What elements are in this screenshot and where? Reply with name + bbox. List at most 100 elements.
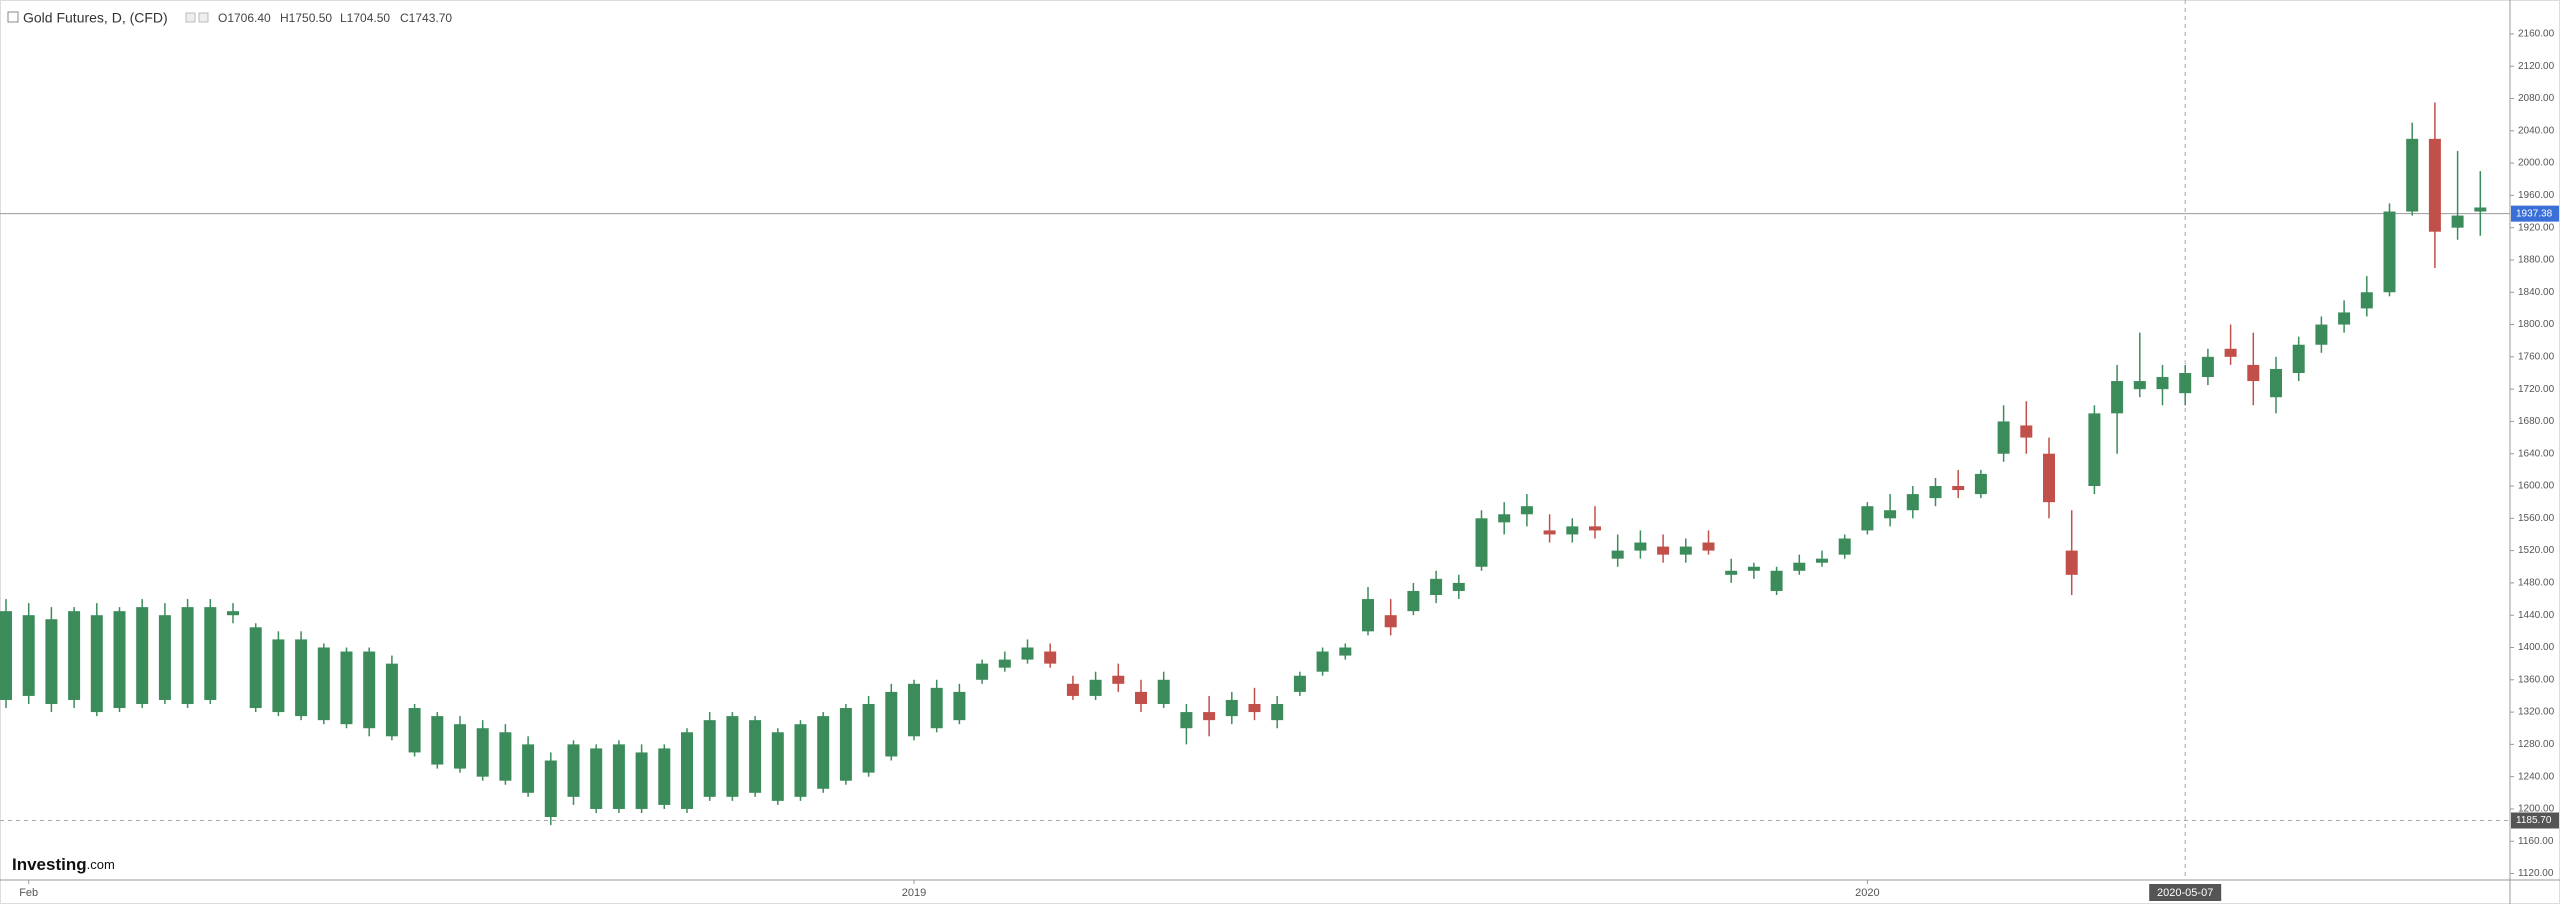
candle-body	[1906, 494, 1919, 511]
y-tick-label: 1640.00	[2518, 448, 2555, 459]
y-tick-label: 1360.00	[2518, 674, 2555, 685]
y-tick-label: 1240.00	[2518, 771, 2555, 782]
candle-body	[1589, 526, 1601, 531]
candle-body	[908, 683, 920, 737]
y-tick-label: 1920.00	[2518, 222, 2555, 233]
ohlc-high: H1750.50	[280, 11, 332, 25]
candle-body	[1157, 679, 1170, 704]
candle-body	[771, 732, 784, 801]
candle-body	[2383, 211, 2396, 293]
crosshair-x-box	[2149, 884, 2222, 901]
candle-body	[204, 607, 217, 700]
candle-body	[1430, 578, 1443, 596]
settings-icon[interactable]	[185, 12, 196, 23]
y-tick-label: 1720.00	[2518, 384, 2555, 395]
candle-body	[1407, 590, 1420, 612]
candle-body	[158, 615, 171, 700]
candle-body	[2020, 425, 2033, 438]
y-tick-label: 1840.00	[2518, 287, 2555, 298]
close-icon[interactable]	[198, 12, 209, 23]
ohlc-open: O1706.40	[218, 11, 271, 25]
candle-body	[1452, 582, 1465, 591]
y-tick-label: 2080.00	[2518, 93, 2555, 104]
x-tick-label: 2020	[1855, 887, 1879, 899]
candle-body	[544, 760, 557, 818]
candle-body	[1679, 546, 1692, 555]
candle-body	[454, 724, 466, 769]
candle-body	[2360, 292, 2373, 309]
candle-body	[2201, 356, 2214, 378]
candle-body	[2065, 550, 2078, 575]
candle-body	[2247, 364, 2260, 382]
candle-body	[1747, 566, 1760, 571]
candle-body	[136, 607, 149, 704]
candle-body	[1770, 570, 1783, 591]
candle-body	[976, 663, 989, 680]
candle-body	[839, 708, 852, 781]
candle-body	[295, 639, 308, 717]
candle-body	[1384, 615, 1397, 628]
crosshair-y-box	[2511, 812, 2559, 829]
y-tick-label: 2000.00	[2518, 158, 2555, 169]
candle-body	[45, 619, 58, 704]
candle-body	[612, 744, 625, 809]
y-tick-label: 1160.00	[2518, 836, 2554, 847]
candle-body	[90, 615, 103, 713]
candle-body	[1952, 486, 1965, 491]
y-tick-label: 2160.00	[2518, 29, 2555, 40]
logo-brand: Investing	[12, 855, 87, 874]
candle-body	[1816, 558, 1828, 563]
candle-body	[1634, 542, 1647, 551]
candle-body	[1089, 679, 1102, 696]
candle-body	[1225, 699, 1238, 717]
candle-body	[2338, 312, 2351, 325]
y-tick-label: 1880.00	[2518, 255, 2555, 266]
candle-body	[658, 748, 671, 805]
candle-body	[1611, 550, 1624, 559]
candle-body	[1066, 683, 1079, 696]
candle-body	[522, 744, 535, 793]
candle-body	[590, 748, 603, 809]
y-tick-label: 1200.00	[2518, 804, 2555, 815]
y-tick-label: 1600.00	[2518, 481, 2555, 492]
candle-body	[1657, 546, 1670, 555]
candle-body	[998, 659, 1011, 668]
candle-body	[113, 611, 126, 709]
x-tick-label: 2019	[902, 887, 926, 899]
y-tick-label: 1560.00	[2518, 513, 2555, 524]
crosshair-x-label: 2020-05-07	[2157, 887, 2213, 899]
candle-body	[1498, 514, 1511, 523]
candle-body	[2156, 377, 2169, 390]
candle-body	[2292, 344, 2305, 373]
candle-body	[317, 647, 330, 721]
ohlc-close: C1743.70	[400, 11, 452, 25]
candle-body	[681, 732, 693, 809]
candle-body	[340, 651, 353, 725]
y-tick-label: 1280.00	[2518, 739, 2555, 750]
chart-title: Gold Futures, D, (CFD)	[23, 10, 168, 26]
crosshair-y-label: 1185.70	[2516, 815, 2552, 826]
candle-body	[635, 752, 648, 809]
candle-body	[2315, 324, 2328, 345]
candle-body	[749, 720, 762, 793]
y-tick-label: 1960.00	[2518, 190, 2555, 201]
last-price-label: 1937.38	[2516, 208, 2553, 219]
candle-body	[1362, 599, 1374, 632]
y-tick-label: 1440.00	[2518, 610, 2555, 621]
candle-body	[2133, 381, 2146, 390]
last-price-box	[2511, 205, 2559, 222]
candle-body	[1203, 712, 1216, 721]
candle-body	[1543, 530, 1556, 535]
candle-body	[817, 716, 830, 789]
candle-body	[272, 639, 285, 713]
y-tick-label: 1680.00	[2518, 416, 2555, 427]
candle-body	[476, 728, 489, 777]
y-tick-label: 1480.00	[2518, 578, 2555, 589]
candle-body	[1861, 506, 1874, 531]
candle-body	[953, 691, 966, 721]
collapse-icon[interactable]	[7, 11, 19, 23]
candle-body	[0, 611, 12, 700]
candle-body	[408, 708, 421, 753]
ohlc-low: L1704.50	[340, 11, 390, 25]
